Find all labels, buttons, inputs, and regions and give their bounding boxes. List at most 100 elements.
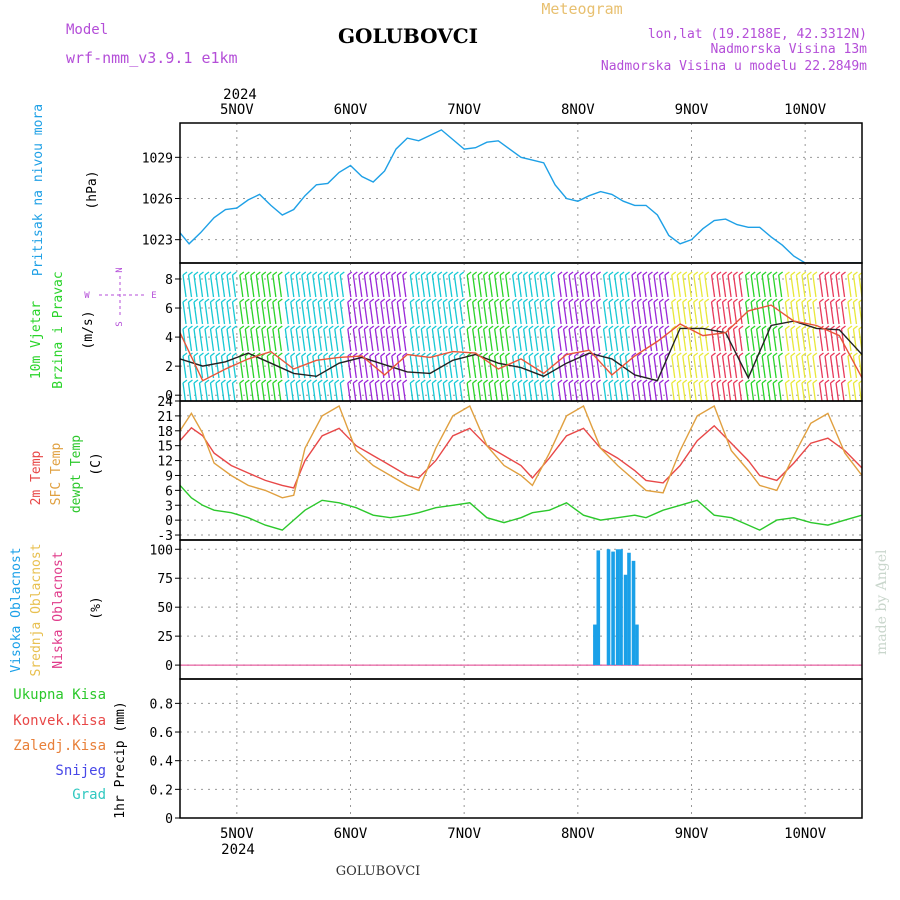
wind-barb [198, 355, 204, 379]
wind-barb [602, 328, 608, 352]
wind-barb [613, 328, 619, 352]
wind-barb-flag [687, 379, 693, 384]
y-tick-label: 12 [157, 455, 173, 470]
wind-barb-flag [557, 379, 563, 384]
wind-barb-flag [807, 298, 812, 303]
wind-barb-flag [528, 325, 534, 330]
wind-barb [562, 355, 568, 379]
wind-barb-flag [534, 352, 540, 357]
wind-barb [284, 274, 289, 298]
wind-barb-flag [676, 325, 682, 330]
wind-barb-flag [442, 325, 448, 330]
wind-barb [653, 301, 658, 325]
wind-barb [590, 355, 595, 379]
wind-barb [505, 355, 510, 379]
wind-barb [761, 382, 766, 401]
station-coords: lon,lat (19.2188E, 42.3312N) [648, 27, 867, 42]
wind-barb-flag [312, 325, 318, 330]
wind-barb-flag [733, 271, 738, 276]
wind-barb-flag [215, 298, 221, 303]
wind-barb [215, 382, 220, 401]
wind-barb [374, 328, 379, 352]
wind-barb-flag [631, 325, 637, 330]
wind-barb-flag [523, 271, 529, 276]
wind-barb [767, 274, 772, 298]
wind-label-2: Brzina i Pravac [51, 271, 66, 388]
wind-barb-flag [369, 298, 375, 303]
wind-barb [539, 355, 544, 379]
wind-barb [824, 355, 829, 379]
wind-barb [664, 382, 669, 401]
wind-barb-flag [261, 325, 267, 330]
wind-barb-flag [261, 298, 267, 303]
wind-barb-flag [199, 352, 204, 357]
wind-barb [698, 274, 703, 298]
wind-barb-flag [796, 271, 801, 276]
wind-barb-flag [232, 352, 237, 357]
wind-barb-flag [358, 271, 364, 276]
wind-barb [772, 355, 777, 379]
wind-barb-flag [426, 352, 432, 357]
wind-barb-flag [835, 379, 841, 384]
wind-barb-flag [391, 271, 397, 276]
wind-barb-flag [505, 379, 511, 384]
wind-barb-flag [841, 298, 846, 303]
wind-barb [220, 301, 226, 325]
wind-barb-flag [295, 379, 301, 384]
wind-barb [671, 382, 675, 401]
wind-barb [795, 355, 801, 379]
wind-barb-flag [499, 379, 505, 384]
wind-barb-flag [402, 271, 408, 276]
wind-barb [391, 301, 396, 325]
wind-barb-flag [210, 271, 215, 276]
wind-barb-flag [704, 298, 710, 303]
wind-barb [573, 328, 579, 352]
wind-barb-flag [391, 325, 397, 330]
wind-barb [380, 274, 385, 298]
wind-barb-flag [488, 379, 494, 384]
wind-barb [562, 382, 567, 401]
wind-barb-flag [671, 352, 677, 357]
wind-barb-flag [239, 298, 245, 303]
wind-barb-flag [738, 379, 744, 384]
wind-barb [590, 301, 595, 325]
wind-barb-flag [687, 298, 693, 303]
wind-barb [347, 382, 351, 401]
cloud-label-low: Niska Oblacnost [51, 551, 66, 668]
wind-barb [477, 328, 482, 352]
wind-barb-flag [415, 271, 421, 276]
wind-barb [710, 274, 716, 298]
wind-barb [306, 328, 311, 352]
wind-barb-flag [352, 352, 358, 357]
wind-barb [488, 274, 493, 298]
wind-barb [550, 301, 555, 325]
wind-barb-flag [210, 298, 215, 303]
wind-barb [806, 355, 812, 379]
wind-barb [756, 355, 761, 379]
wind-barb-flag [682, 298, 688, 303]
wind-barb [193, 301, 198, 325]
wind-barb-flag [637, 298, 642, 303]
wind-barb-flag [385, 352, 391, 357]
wind-barb-flag [596, 325, 601, 330]
wind-barb-flag [363, 298, 369, 303]
wind-barb-flag [409, 298, 415, 303]
wind-barb-flag [391, 352, 397, 357]
wind-barb [847, 301, 852, 325]
wind-barb-flag [778, 379, 784, 384]
wind-barb-flag [448, 352, 454, 357]
wind-barb [761, 355, 766, 379]
wind-barb-flag [402, 379, 408, 384]
wind-barb [182, 382, 187, 401]
wind-barb-flag [505, 298, 511, 303]
wind-barb [255, 301, 260, 325]
wind-barb [284, 301, 289, 325]
wind-barb [472, 274, 477, 298]
wind-barb-flag [590, 271, 596, 276]
wind-barb [363, 301, 368, 325]
wind-barb-flag [653, 325, 659, 330]
wind-barb-flag [499, 325, 505, 330]
wind-barb-flag [539, 271, 545, 276]
wind-barb-flag [819, 379, 824, 384]
wind-barb-flag [284, 379, 290, 384]
